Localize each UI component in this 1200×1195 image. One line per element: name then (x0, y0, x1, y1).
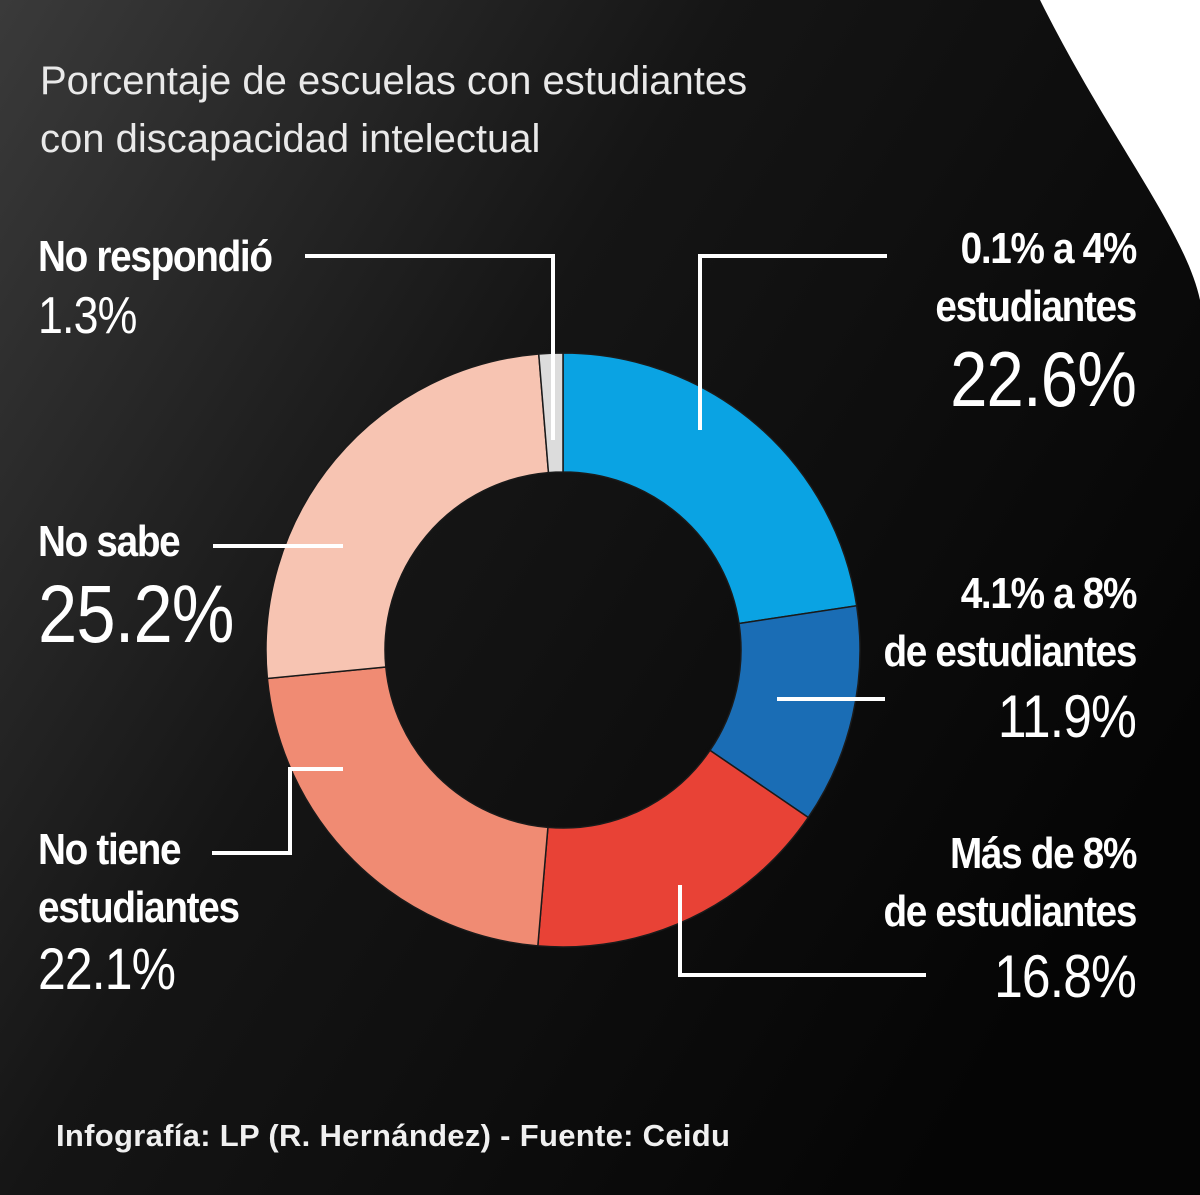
chart-title-line-1: Porcentaje de escuelas con estudiantes (40, 59, 748, 103)
label-no-tiene-name-line-2: estudiantes (38, 883, 240, 932)
donut-slice-3 (537, 749, 810, 948)
label-range2-name-line-1: 4.1% a 8% (960, 569, 1138, 618)
label-range2: 4.1% a 8% de estudiantes 11.9% (849, 565, 1138, 753)
leader-line-no-respondio (305, 254, 555, 440)
donut-slice-5 (265, 353, 550, 680)
label-range3-name-line-2: de estudiantes (883, 887, 1137, 936)
leader-lines (212, 254, 926, 977)
label-no-respondio-name: No respondió (38, 232, 273, 281)
label-no-tiene-value: 22.1% (38, 937, 176, 1002)
label-range1-name-line-2: estudiantes (935, 282, 1137, 331)
label-range1: 0.1% a 4% estudiantes 22.6% (908, 220, 1138, 423)
label-no-sabe-name: No sabe (38, 517, 181, 566)
donut-slice-1 (562, 352, 858, 625)
label-no-respondio-value: 1.3% (38, 287, 137, 345)
leader-line-range3 (678, 885, 926, 977)
donut-slice-6 (537, 352, 564, 474)
source-credit: Infografía: LP (R. Hernández) - Fuente: … (56, 1118, 731, 1153)
leader-line-no-tiene (212, 767, 343, 855)
donut-slice-4 (266, 666, 549, 947)
label-range2-name-line-2: de estudiantes (883, 627, 1137, 676)
label-no-respondio: No respondió 1.3% (38, 228, 304, 346)
label-range1-value: 22.6% (950, 335, 1137, 423)
leader-line-range1 (698, 254, 887, 430)
label-range3-name-line-1: Más de 8% (949, 829, 1137, 878)
chart-title-line-2: con discapacidad intelectual (40, 117, 541, 161)
chart-title: Porcentaje de escuelas con estudiantes c… (40, 52, 1000, 168)
label-range2-value: 11.9% (997, 683, 1137, 750)
donut-slices (265, 352, 861, 948)
label-range3-value: 16.8% (993, 943, 1137, 1010)
label-no-tiene-name-line-1: No tiene (38, 825, 182, 874)
label-range3: Más de 8% de estudiantes 16.8% (849, 825, 1137, 1013)
label-range1-name-line-1: 0.1% a 4% (960, 224, 1138, 273)
label-no-sabe-value: 25.2% (38, 569, 235, 660)
label-no-tiene: No tiene estudiantes 22.1% (38, 821, 266, 1003)
label-no-sabe: No sabe 25.2% (38, 513, 266, 659)
